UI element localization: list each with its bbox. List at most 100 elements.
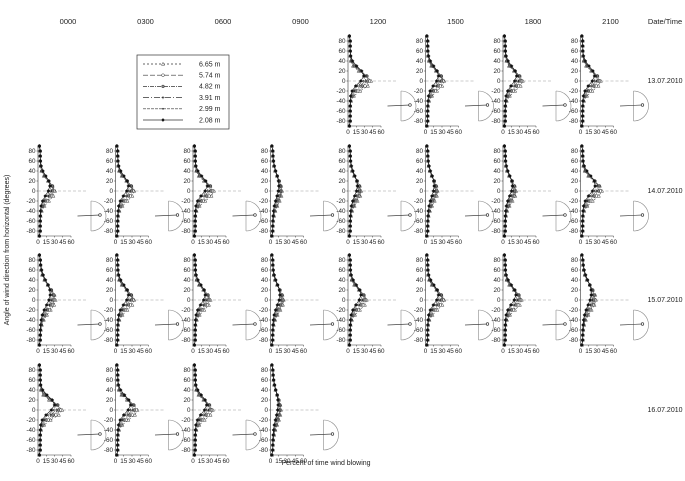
series-point [38, 149, 43, 153]
y-tick-label: -40 [181, 208, 191, 215]
series-point [270, 229, 275, 233]
series-point [425, 109, 430, 113]
series-point [38, 258, 43, 262]
series-point [348, 338, 353, 342]
series-point [270, 253, 274, 257]
series-point [50, 398, 55, 402]
x-tick-label: 45 [137, 239, 145, 246]
series-point [430, 174, 435, 178]
y-tick-label: -20 [104, 417, 114, 424]
series-point [193, 428, 198, 432]
series-point [115, 229, 120, 233]
series-point [349, 273, 354, 277]
x-tick-label: 45 [214, 239, 222, 246]
series-point [122, 393, 127, 397]
y-tick-label: -20 [181, 307, 191, 314]
series-point [270, 338, 275, 342]
x-tick-label: 0 [346, 129, 350, 136]
compass-inset [555, 309, 572, 341]
x-tick-label: 15 [353, 239, 361, 246]
series-point [425, 328, 430, 332]
y-tick-label: -20 [336, 88, 346, 95]
compass-inset [478, 200, 494, 232]
x-tick-label: 45 [602, 129, 610, 136]
x-tick-label: 0 [36, 239, 40, 246]
series-point [503, 268, 508, 272]
series-point [270, 443, 275, 447]
series-point [353, 84, 358, 88]
x-tick-label: 30 [283, 348, 291, 355]
y-tick-label: 20 [571, 178, 579, 185]
series-point [38, 323, 43, 327]
x-tick-label: 60 [377, 129, 385, 136]
series-point [580, 149, 585, 153]
series-point [348, 54, 353, 58]
x-tick-label: 30 [128, 348, 136, 355]
series-point [37, 144, 42, 148]
series-point [349, 204, 354, 208]
time-header: 0600 [215, 17, 232, 26]
series-point [129, 409, 132, 411]
y-tick-label: -60 [26, 437, 36, 444]
x-tick-label: 0 [346, 239, 350, 246]
series-point [583, 89, 587, 93]
date-label: 13.07.2010 [647, 78, 682, 85]
y-tick-label: 40 [416, 168, 424, 175]
series-point [115, 263, 120, 267]
x-tick-label: 15 [353, 348, 361, 355]
y-tick-label: -80 [104, 337, 114, 344]
y-tick-label: -80 [414, 228, 424, 235]
legend: 6.65 m 5.74 m 4.82 m 3.91 m 2.99 m 2.08 m [136, 54, 230, 130]
series-point [425, 39, 430, 43]
series-point [347, 124, 352, 128]
x-tick-label: 0 [346, 348, 350, 355]
y-tick-label: 20 [338, 178, 346, 185]
series-point [348, 44, 353, 48]
y-tick-label: 0 [264, 297, 268, 304]
series-point [359, 293, 363, 297]
series-point [505, 308, 510, 312]
y-tick-label: -20 [569, 88, 579, 95]
series-point [115, 219, 120, 223]
series-point [350, 308, 355, 312]
series-point [38, 224, 43, 228]
series-point [348, 99, 353, 103]
series-point [589, 288, 593, 292]
series-point [362, 80, 365, 82]
time-headers: 0000 0300 0600 0900 1200 1500 1800 2100 [60, 17, 619, 26]
series-point [504, 273, 509, 277]
series-point [504, 204, 509, 208]
compass-inset [90, 419, 107, 451]
compass-point [563, 213, 567, 217]
y-tick-label: -20 [491, 198, 501, 205]
y-tick-label: 40 [28, 168, 36, 175]
series-point [115, 323, 120, 327]
y-tick-label: 40 [571, 168, 579, 175]
series-point [588, 298, 592, 302]
compass-inset [478, 309, 494, 341]
y-tick-label: 40 [416, 277, 424, 284]
series-point [271, 323, 275, 327]
series-point [46, 283, 50, 287]
x-tick-label: 45 [602, 348, 610, 355]
y-tick-label: 80 [28, 367, 36, 374]
x-tick-label: 60 [222, 239, 230, 246]
y-tick-label: -40 [336, 98, 346, 105]
series-point [274, 413, 279, 417]
y-tick-label: -80 [259, 228, 269, 235]
series-point [272, 383, 277, 387]
y-tick-label: 0 [574, 188, 578, 195]
series-point [503, 104, 508, 108]
x-tick-label: 15 [430, 348, 438, 355]
y-tick-label: 60 [416, 158, 424, 165]
legend-label: 4.82 m [199, 84, 221, 91]
series-point [435, 69, 440, 73]
series-point [47, 414, 49, 416]
series-point [121, 413, 126, 417]
series-point [38, 368, 43, 372]
series-point [118, 308, 123, 312]
y-tick-label: 20 [338, 68, 346, 75]
series-point [40, 199, 45, 203]
